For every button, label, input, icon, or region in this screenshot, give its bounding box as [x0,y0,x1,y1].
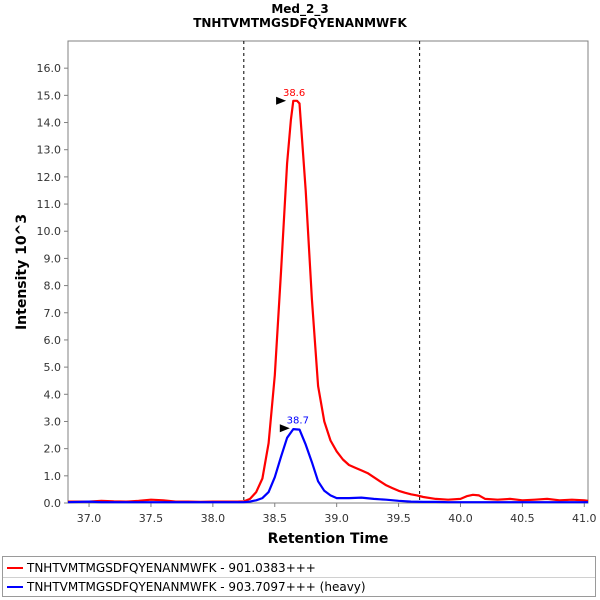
y-tick-label: 14.0 [37,117,62,130]
peak-marker-light [276,96,287,105]
y-tick-label: 0.0 [44,497,62,510]
y-tick-label: 12.0 [37,171,62,184]
legend-swatch-heavy [7,586,23,588]
y-tick-label: 9.0 [44,252,62,265]
x-tick-label: 37.5 [139,512,164,525]
y-tick-label: 13.0 [37,144,62,157]
x-tick-label: 37.0 [77,512,102,525]
y-tick-label: 8.0 [44,280,62,293]
y-tick-label: 1.0 [44,470,62,483]
y-tick-label: 6.0 [44,334,62,347]
chart-subtitle: TNHTVMTMGSDFQYENANMWFK [193,16,407,30]
legend: TNHTVMTMGSDFQYENANMWFK - 901.0383+++ TNH… [2,556,596,597]
legend-label-heavy: TNHTVMTMGSDFQYENANMWFK - 903.7097+++ (he… [27,580,366,594]
y-tick-label: 5.0 [44,361,62,374]
y-tick-label: 15.0 [37,89,62,102]
peak-label-heavy: 38.7 [287,415,309,426]
x-axis-label: Retention Time [268,531,389,547]
legend-label-light: TNHTVMTMGSDFQYENANMWFK - 901.0383+++ [27,561,316,575]
plot-area: 0.0 1.0 2.0 3.0 4.0 5.0 6.0 7.0 8.0 9.0 10.0 11.0 12… [14,40,597,547]
series-line-heavy [67,428,588,504]
x-tick-label: 40.0 [448,512,473,525]
x-tick-label: 39.0 [324,512,349,525]
x-tick-label: 39.5 [386,512,411,525]
y-tick-label: 11.0 [37,198,62,211]
y-tick-label: 10.0 [37,225,62,238]
peak-label-light: 38.6 [283,88,305,99]
x-tick-label: 38.5 [263,512,288,525]
plot-frame [67,40,589,504]
y-tick-label: 2.0 [44,443,62,456]
legend-item-light: TNHTVMTMGSDFQYENANMWFK - 901.0383+++ [7,560,316,576]
y-tick-label: 7.0 [44,307,62,320]
x-tick-label: 40.5 [510,512,535,525]
x-tick-label: 41.0 [572,512,597,525]
y-tick-label: 3.0 [44,415,62,428]
peak-marker-heavy [279,424,290,433]
y-tick-label: 4.0 [44,388,62,401]
legend-swatch-light [7,567,23,569]
chart-title: Med_2_3 [271,2,329,16]
legend-divider [3,577,595,578]
y-axis-label: Intensity 10^3 [14,214,30,330]
y-tick-label: 16.0 [37,62,62,75]
legend-item-heavy: TNHTVMTMGSDFQYENANMWFK - 903.7097+++ (he… [7,579,366,595]
x-tick-label: 38.0 [201,512,226,525]
